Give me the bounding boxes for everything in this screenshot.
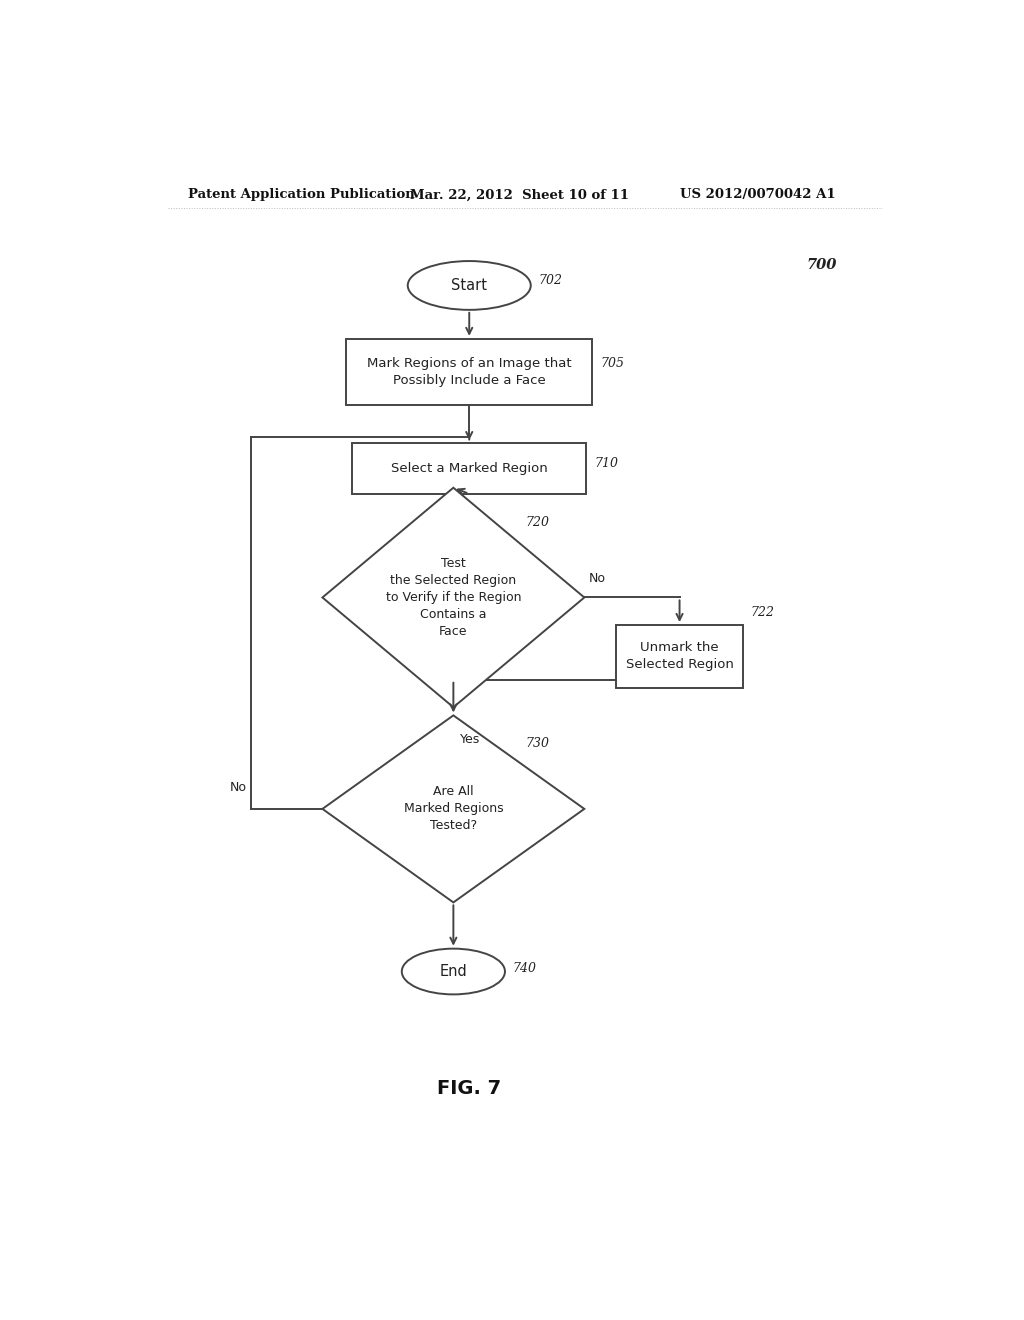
Text: 705: 705 [600,358,625,370]
Ellipse shape [401,949,505,994]
Text: 702: 702 [539,273,563,286]
Polygon shape [323,715,585,903]
Text: FIG. 7: FIG. 7 [437,1078,502,1098]
Text: End: End [439,964,467,979]
Text: US 2012/0070042 A1: US 2012/0070042 A1 [680,189,836,202]
Text: Select a Marked Region: Select a Marked Region [391,462,548,475]
Bar [352,444,587,494]
Bar [616,624,743,688]
Text: Unmark the
Selected Region: Unmark the Selected Region [626,642,733,672]
Text: No: No [588,573,605,585]
Text: 722: 722 [751,606,775,619]
Text: Are All
Marked Regions
Tested?: Are All Marked Regions Tested? [403,785,503,833]
Text: 710: 710 [594,457,618,470]
Text: Yes: Yes [460,733,480,746]
Text: Test
the Selected Region
to Verify if the Region
Contains a
Face: Test the Selected Region to Verify if th… [386,557,521,638]
Text: Patent Application Publication: Patent Application Publication [187,189,415,202]
Ellipse shape [408,261,530,310]
Bar [346,339,592,405]
Text: 730: 730 [525,737,550,750]
Text: No: No [230,780,247,793]
Text: 700: 700 [807,259,837,272]
Text: 740: 740 [513,962,537,975]
Text: Start: Start [452,279,487,293]
Text: Mar. 22, 2012  Sheet 10 of 11: Mar. 22, 2012 Sheet 10 of 11 [410,189,629,202]
Text: 720: 720 [525,516,550,529]
Text: Mark Regions of an Image that
Possibly Include a Face: Mark Regions of an Image that Possibly I… [367,356,571,387]
Polygon shape [323,487,585,708]
